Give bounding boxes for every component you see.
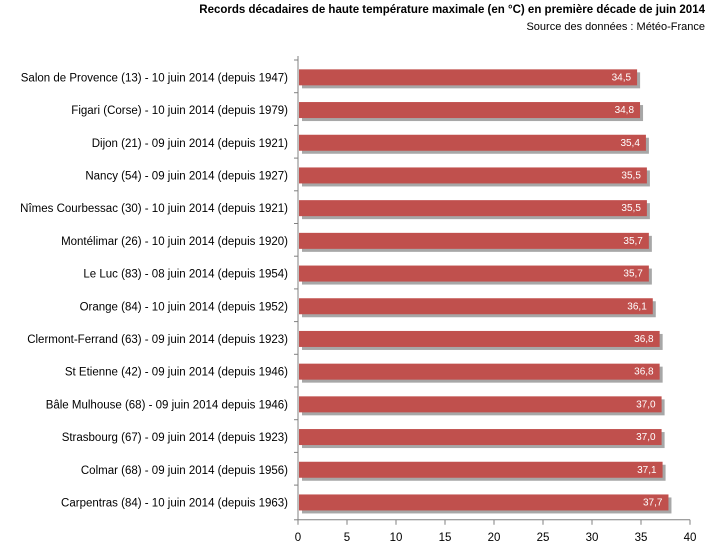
category-label: Montélimar (26) - 10 juin 2014 (depuis 1…: [61, 236, 288, 248]
bar: [299, 429, 662, 446]
category-label: Le Luc (83) - 08 juin 2014 (depuis 1954): [83, 269, 288, 281]
x-tick-label: 40: [684, 532, 697, 544]
bar: [299, 298, 653, 315]
category-label: Salon de Provence (13) - 10 juin 2014 (d…: [21, 72, 288, 84]
category-label: Carpentras (84) - 10 juin 2014 (depuis 1…: [61, 497, 288, 509]
data-label: 36,1: [627, 301, 647, 312]
bar: [299, 330, 660, 347]
data-label: 37,0: [636, 399, 656, 410]
bar: [299, 461, 663, 478]
x-tick-label: 10: [390, 532, 403, 544]
x-tick-label: 35: [635, 532, 648, 544]
x-tick-label: 20: [488, 532, 501, 544]
category-label: Nancy (54) - 09 juin 2014 (depuis 1927): [85, 170, 288, 182]
bar: [299, 200, 647, 217]
x-tick-label: 5: [344, 532, 350, 544]
bar: [299, 396, 662, 413]
data-label: 35,7: [623, 269, 643, 280]
data-label: 37,0: [636, 432, 656, 443]
data-label: 34,8: [615, 105, 635, 116]
data-label: 35,5: [621, 170, 641, 181]
category-label: Dijon (21) - 09 juin 2014 (depuis 1921): [92, 138, 288, 150]
chart-title: Records décadaires de haute température …: [199, 4, 705, 16]
category-label: Strasbourg (67) - 09 juin 2014 (depuis 1…: [62, 432, 288, 444]
bar: [299, 102, 641, 119]
category-label: Figari (Corse) - 10 juin 2014 (depuis 19…: [71, 105, 288, 117]
category-label: St Etienne (42) - 09 juin 2014 (depuis 1…: [65, 367, 288, 379]
bar: [299, 265, 649, 282]
x-tick-label: 15: [439, 532, 452, 544]
category-label: Nîmes Courbessac (30) - 10 juin 2014 (de…: [20, 203, 288, 215]
category-label: Clermont-Ferrand (63) - 09 juin 2014 (de…: [27, 334, 288, 346]
data-label: 36,8: [634, 334, 654, 345]
data-label: 35,4: [620, 138, 640, 149]
x-tick-label: 30: [586, 532, 599, 544]
category-label: Orange (84) - 10 juin 2014 (depuis 1952): [80, 301, 289, 313]
bar: [299, 69, 638, 86]
bar: [299, 232, 649, 249]
bar: [299, 494, 669, 511]
data-label: 34,5: [612, 72, 632, 83]
bar: [299, 363, 660, 380]
x-tick-label: 25: [537, 532, 550, 544]
category-label: Colmar (68) - 09 juin 2014 (depuis 1956): [81, 465, 288, 477]
category-label: Bâle Mulhouse (68) - 09 juin 2014 depuis…: [46, 399, 288, 411]
chart-subtitle: Source des données : Météo-France: [526, 21, 705, 33]
data-label: 35,5: [621, 203, 641, 214]
x-tick-label: 0: [295, 532, 301, 544]
data-label: 35,7: [623, 236, 643, 247]
bar: [299, 134, 646, 151]
data-label: 36,8: [634, 367, 654, 378]
bar: [299, 167, 647, 184]
data-label: 37,1: [637, 465, 657, 476]
data-label: 37,7: [643, 497, 663, 508]
